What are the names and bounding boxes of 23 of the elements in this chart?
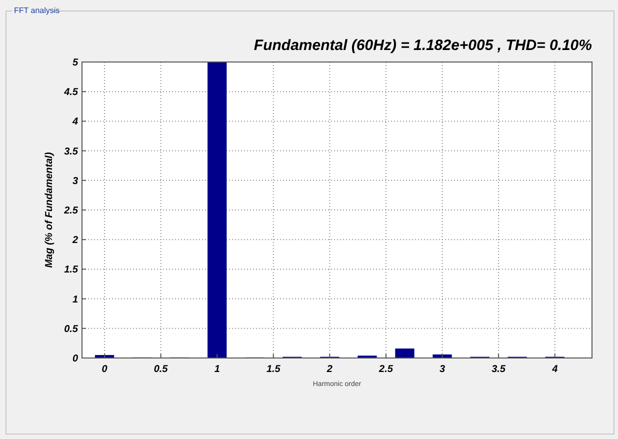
y-tick-label: 1.5 (64, 264, 78, 276)
y-tick-label: 3 (72, 176, 78, 187)
text: FFT analysis (14, 6, 60, 15)
x-tick-label: 1 (214, 364, 220, 375)
y-tick-label: 3.5 (64, 146, 78, 158)
y-tick-label: 2.5 (63, 206, 78, 216)
x-tick-label: 2.5 (378, 364, 394, 375)
x-tick-label: 3 (439, 364, 446, 375)
x-tick-label: 2 (326, 364, 333, 375)
y-tick-label: 5 (72, 58, 78, 68)
x-tick-label: 0.5 (154, 364, 168, 375)
y-tick-label: 0 (72, 354, 78, 364)
y-tick-label: 0.5 (64, 324, 78, 335)
x-tick-label: 1.5 (266, 364, 281, 375)
y-axis-title: Mag (% of Fundamental) (44, 152, 55, 268)
y-tick-label: 4.5 (63, 87, 78, 98)
y-tick-label: 2 (71, 235, 78, 246)
x-tick-label: 3.5 (492, 364, 506, 375)
y-tick-label: 1 (72, 294, 78, 306)
x-tick-label: 4 (551, 364, 558, 375)
y-tick-label: 4 (71, 116, 78, 128)
chart-title: Fundamental (60Hz) = 1.182e+005 , THD= 0.10% (254, 37, 592, 54)
x-tick-label: 0 (102, 364, 108, 375)
